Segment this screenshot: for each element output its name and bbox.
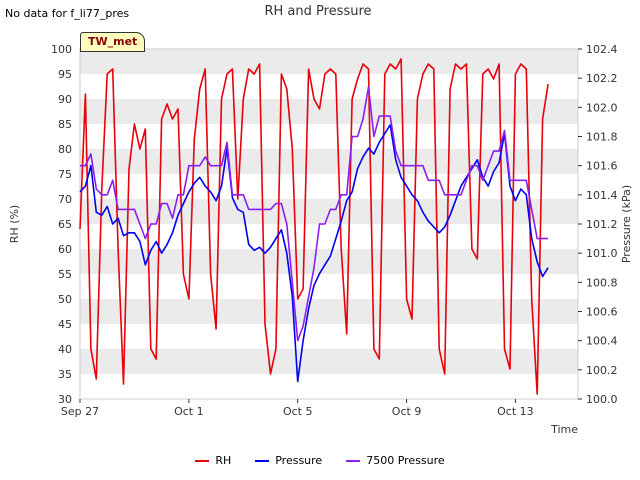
legend-label-pressure: Pressure [275,454,323,467]
series-line-7500-pressure [80,86,549,342]
grid-band [80,349,578,374]
x-tick-label: Oct 9 [392,405,422,418]
legend-item-rh[interactable]: RH [195,454,231,467]
left-tick-label: 55 [58,268,72,281]
right-tick-label: 101.4 [586,189,618,202]
right-tick-label: 102.4 [586,43,618,56]
right-tick-label: 101.8 [586,131,618,144]
right-tick-label: 102.0 [586,101,618,114]
grid-band [80,149,578,174]
legend: RH Pressure 7500 Pressure [0,454,640,467]
series-line-rh [79,58,549,395]
left-tick-label: 85 [58,118,72,131]
right-tick-label: 100.4 [586,335,618,348]
legend-item-pressure[interactable]: Pressure [255,454,322,467]
left-tick-label: 80 [58,143,72,156]
x-tick-label: Oct 1 [174,405,204,418]
legend-label-rh: RH [215,454,232,467]
right-tick-label: 102.2 [586,72,618,85]
left-tick-label: 70 [58,193,72,206]
left-tick-label: 40 [58,343,72,356]
grid-band [80,299,578,324]
right-axis-ticks: 100.0 100.2 100.4 100.6 100.8 101.0 101.2 101.4… [578,43,618,406]
grid-band [80,99,578,124]
x-axis-label: Time [550,423,578,436]
x-tick-label: Oct 13 [497,405,534,418]
station-badge: TW_met [80,32,146,52]
x-axis-ticks: Sep 27 Oct 1 Oct 5 Oct 9 Oct 13 [61,399,534,418]
left-axis-ticks: 30 35 40 45 50 55 60 65 70 75 80 85 90 95 100 [51,43,72,406]
right-tick-label: 100.8 [586,276,618,289]
right-tick-label: 101.2 [586,218,618,231]
plot-background-bands [80,49,578,374]
legend-swatch-7500-pressure [346,459,361,462]
no-data-message: No data for f_li77_pres [5,7,130,20]
right-axis-label: Pressure (kPa) [620,185,633,263]
legend-label-7500-pressure: 7500 Pressure [366,454,445,467]
legend-swatch-rh [195,459,210,462]
legend-item-7500-pressure[interactable]: 7500 Pressure [346,454,445,467]
left-tick-label: 90 [58,93,72,106]
left-tick-label: 45 [58,318,72,331]
x-tick-label: Sep 27 [61,405,99,418]
x-tick-label: Oct 5 [283,405,313,418]
left-tick-label: 95 [58,68,72,81]
right-tick-label: 101.6 [586,160,618,173]
left-tick-label: 60 [58,243,72,256]
legend-swatch-pressure [255,459,270,462]
left-tick-label: 35 [58,368,72,381]
left-axis-label: RH (%) [8,205,21,243]
left-tick-label: 30 [58,393,72,406]
chart-title: RH and Pressure [264,4,371,19]
left-tick-label: 100 [51,43,72,56]
grid-band [80,249,578,274]
right-tick-label: 100.6 [586,306,618,319]
right-tick-label: 100.2 [586,364,618,377]
left-tick-label: 65 [58,218,72,231]
right-tick-label: 101.0 [586,247,618,260]
right-tick-label: 100.0 [586,393,618,406]
series-layer [79,58,549,395]
left-tick-label: 75 [58,168,72,181]
left-tick-label: 50 [58,293,72,306]
